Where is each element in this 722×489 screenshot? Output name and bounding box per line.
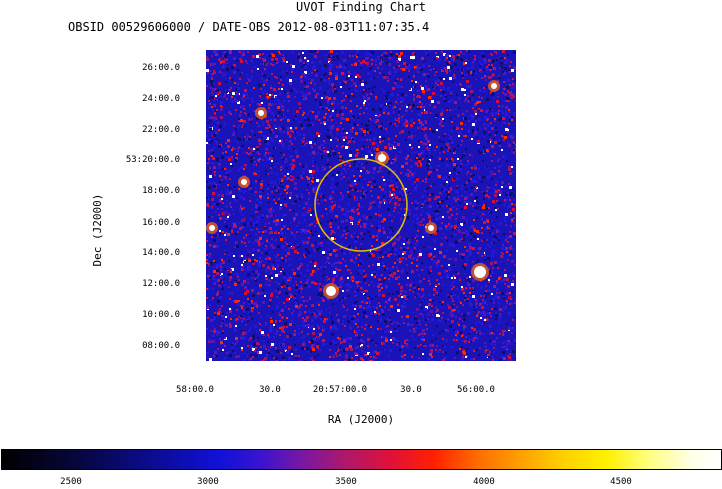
colorbar-tick-label: 3000 (197, 477, 219, 487)
y-tick-label: 16:00.0 (142, 218, 180, 228)
x-tick-label: 58:00.0 (176, 385, 214, 395)
y-tick-label: 24:00.0 (142, 94, 180, 104)
y-tick-label: 18:00.0 (142, 186, 180, 196)
y-tick-label: 22:00.0 (142, 125, 180, 135)
y-tick-label: 08:00.0 (142, 341, 180, 351)
y-tick-label: 14:00.0 (142, 248, 180, 258)
colorbar (1, 449, 722, 470)
x-tick-label: 30.0 (259, 385, 281, 395)
x-tick-label: 30.0 (400, 385, 422, 395)
chart-title: UVOT Finding Chart (295, 0, 427, 14)
sky-noise-field (206, 50, 516, 361)
x-tick-label: 56:00.0 (457, 385, 495, 395)
colorbar-tick-label: 2500 (60, 477, 82, 487)
colorbar-tick-label: 3500 (335, 477, 357, 487)
sky-image (206, 50, 516, 361)
source-region-overlay (314, 158, 408, 252)
chart-subtitle: OBSID 00529606000 / DATE-OBS 2012-08-03T… (68, 20, 430, 34)
source-region-circle (314, 158, 408, 252)
y-tick-label: 53:20:00.0 (125, 155, 180, 165)
y-axis-label: Dec (J2000) (91, 193, 104, 267)
colorbar-tick-label: 4000 (473, 477, 495, 487)
y-tick-label: 26:00.0 (142, 63, 180, 73)
x-tick-label: 20:57:00.0 (312, 385, 368, 395)
y-tick-label: 12:00.0 (142, 279, 180, 289)
y-tick-label: 10:00.0 (142, 310, 180, 320)
x-axis-label: RA (J2000) (327, 413, 395, 426)
colorbar-tick-label: 4500 (610, 477, 632, 487)
